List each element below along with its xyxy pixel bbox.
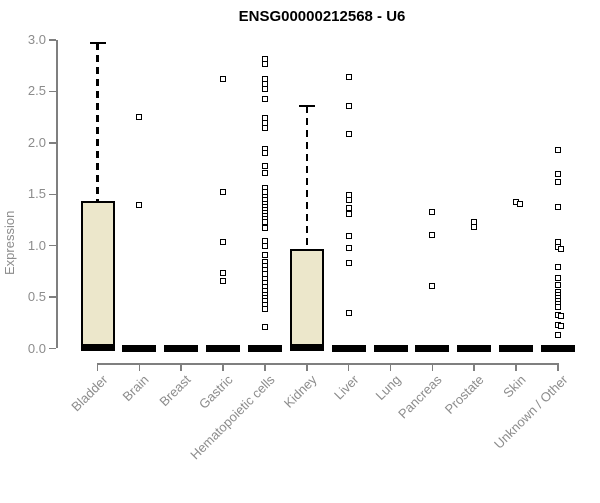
whisker-kidney [305,105,309,249]
x-tick [222,363,224,371]
box-kidney [289,248,324,349]
outlier-point [558,322,565,329]
outlier-point [261,86,268,93]
outlier-point [220,238,227,245]
outlier-point [345,74,352,81]
y-tick [49,347,56,350]
outlier-point [554,178,561,185]
outlier-point [345,233,352,240]
x-tick [180,363,182,371]
outlier-point [261,163,268,170]
x-tick [96,363,99,371]
y-tick-label: 0.5 [27,289,46,305]
outlier-point [345,244,352,251]
outlier-point [136,201,143,208]
outlier-point [345,102,352,109]
y-tick [49,296,56,298]
x-tick [431,363,434,371]
y-tick [49,244,56,247]
outlier-point [554,304,561,311]
outlier-point [429,208,436,215]
flat-box-liver [331,345,366,352]
y-tick-label: 2.0 [27,134,46,150]
outlier-point [554,281,561,288]
x-tick [473,363,475,371]
outlier-point [261,306,268,313]
outlier-point [429,282,436,289]
outlier-point [558,245,565,252]
outlier-point [261,225,268,232]
outlier-point [429,232,436,239]
median-line-bladder [80,343,115,351]
outlier-point [261,242,268,249]
outlier-point [345,204,352,211]
outlier-point [554,332,561,339]
outlier-point [554,147,561,154]
flat-box-pancreas [415,345,450,352]
x-tick [557,363,559,371]
box-bladder [80,201,115,349]
flat-box-lung [373,345,408,352]
outlier-point [554,170,561,177]
y-tick-label: 1.5 [27,186,46,202]
outlier-point [261,323,268,330]
outlier-point [261,125,268,132]
x-tick [306,363,308,371]
outlier-point [345,130,352,137]
outlier-point [261,219,268,226]
flat-box-skin [499,345,534,352]
outlier-point [261,150,268,157]
outlier-point [261,95,268,102]
y-tick [49,193,56,195]
y-tick-label: 2.5 [27,83,46,99]
whisker-cap-kidney [298,104,315,108]
y-tick [49,39,56,41]
x-tick [264,363,266,371]
outlier-point [471,224,478,231]
outlier-point [220,189,227,196]
whisker-cap-bladder [89,41,106,45]
x-tick [138,363,141,371]
y-tick-label: 0.0 [27,340,46,356]
y-tick [49,142,56,144]
outlier-point [554,264,561,271]
flat-box-prostate [457,345,492,352]
y-axis-line [56,40,58,349]
outlier-point [558,312,565,319]
x-tick [515,363,517,371]
flat-box-gastric [206,345,241,352]
x-tick [389,363,392,371]
flat-box-hematopoietic-cells [247,345,282,352]
y-tick-label: 1.0 [27,237,46,253]
outlier-point [220,270,227,277]
outlier-point [220,277,227,284]
outlier-point [136,114,143,121]
median-line-kidney [289,343,324,351]
outlier-point [345,309,352,316]
y-tick-label: 3.0 [27,32,46,47]
flat-box-brain [122,345,157,352]
outlier-point [261,251,268,258]
outlier-point [345,260,352,267]
flat-box-unknown-other [540,345,575,352]
flat-box-breast [164,345,199,352]
x-tick [347,363,350,371]
outlier-point [345,210,352,217]
outlier-point [261,60,268,67]
y-tick [49,90,56,93]
outlier-point [554,203,561,210]
outlier-point [516,200,523,207]
x-axis-line [96,363,559,365]
outlier-point [345,197,352,204]
outlier-point [261,169,268,176]
outlier-point [554,274,561,281]
chart-title: ENSG00000212568 - U6 [238,8,406,25]
outlier-point [220,76,227,83]
whisker-bladder [96,43,99,202]
